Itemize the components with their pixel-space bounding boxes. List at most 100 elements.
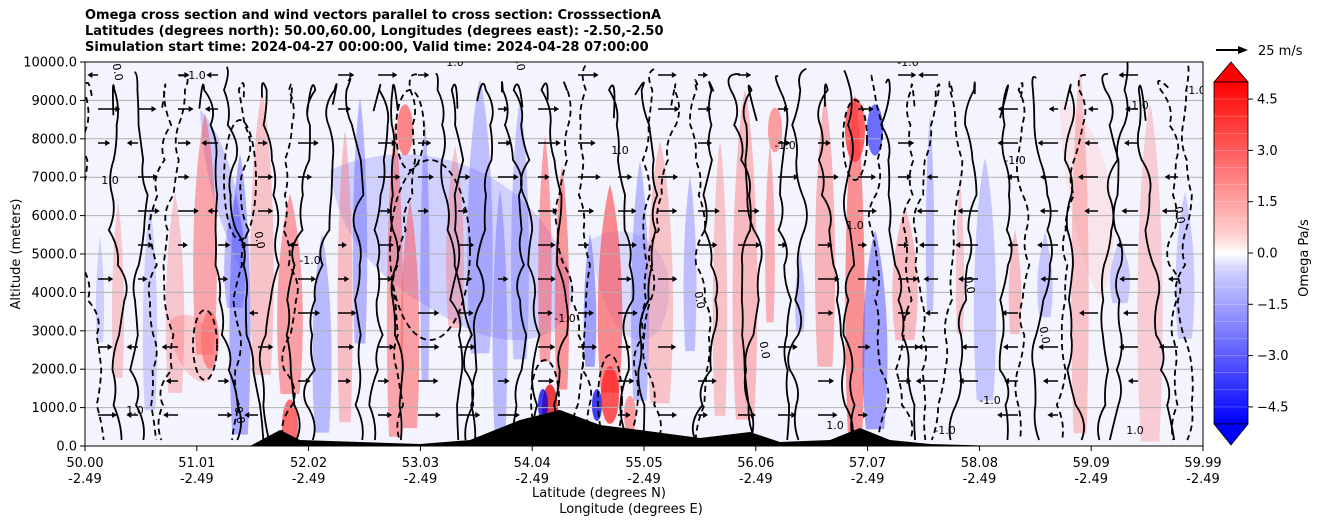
wind-vector-head <box>1119 276 1125 282</box>
wind-vector-arrow <box>258 208 274 214</box>
wind-vector-head <box>825 140 831 146</box>
wind-vector-arrow <box>1047 412 1058 418</box>
wind-vector-head <box>918 242 924 248</box>
wind-vector-arrow <box>248 310 258 316</box>
wind-vector-head <box>468 310 474 316</box>
wind-vector-arrow <box>898 72 917 78</box>
wind-vector-head <box>783 106 789 112</box>
wind-vector-arrow <box>858 174 877 180</box>
wind-vector-arrow <box>618 378 635 384</box>
wind-vector-arrow <box>778 344 798 350</box>
wind-vector-head <box>1039 208 1045 214</box>
wind-vector-head <box>703 412 709 418</box>
wind-vector-head <box>469 242 475 248</box>
wind-vector-head <box>914 344 920 350</box>
negative-omega-streak <box>1037 230 1053 318</box>
wind-vector-arrow <box>818 378 835 384</box>
wind-vector-arrow <box>698 242 718 248</box>
wind-vector-head <box>1161 208 1167 214</box>
contour-line-zero <box>1031 75 1053 441</box>
wind-vector-head <box>703 72 709 78</box>
negative-omega-streak <box>95 235 105 343</box>
wind-vector-head <box>115 106 121 112</box>
x-tick-label-latitude: 53.03 <box>402 456 439 471</box>
wind-vector-head <box>392 72 398 78</box>
x-tick-label-longitude: -2.49 <box>404 472 438 487</box>
wind-vector-arrow <box>1036 242 1058 248</box>
negative-omega-streak <box>1109 235 1131 304</box>
wind-vector-arrow <box>165 378 178 384</box>
contour-line-zero <box>540 82 569 441</box>
contour-label: 0.0 <box>692 290 708 309</box>
wind-vector-head <box>163 412 169 418</box>
wind-vector-head <box>184 72 190 78</box>
contour-line-negative <box>930 81 964 441</box>
wind-vector-head <box>307 174 313 180</box>
contour-line-zero <box>435 73 477 441</box>
wind-vector-arrow <box>418 140 432 146</box>
wind-vector-arrow <box>418 412 441 418</box>
strong-omega-cell <box>538 389 548 421</box>
negative-omega-streak <box>683 175 697 352</box>
wind-vector-head <box>342 242 348 248</box>
wind-vector-head <box>108 276 114 282</box>
wind-vector-head <box>1158 344 1164 350</box>
contour-line-zero <box>691 80 719 441</box>
y-tick-label: 8000.0 <box>32 132 78 147</box>
wind-vector-arrow <box>818 242 833 248</box>
wind-vector-head <box>151 106 157 112</box>
wind-vector-head <box>1047 412 1053 418</box>
wind-vector-arrow <box>218 242 231 248</box>
contour-line-zero <box>1063 83 1085 441</box>
colorbar-ticks: 4.5 3.0 1.5 0.0 −1.5 −3.0 −4.5 <box>1248 93 1289 415</box>
y-tick-label: 2000.0 <box>32 363 78 378</box>
wind-vector-arrow <box>1042 378 1058 384</box>
contour-line-negative <box>642 83 680 441</box>
contour-label: -1.0 <box>554 312 575 325</box>
wind-vector-arrow <box>258 344 274 350</box>
wind-vector-head <box>470 344 476 350</box>
wind-vector-arrow <box>578 174 601 180</box>
y-axis-label: Altitude (meters) <box>9 199 24 310</box>
wind-vector-head <box>503 106 509 112</box>
wind-vector-head <box>674 106 680 112</box>
contour-label: -1.0 <box>1184 84 1205 97</box>
x-tick-label-latitude: 54.04 <box>514 456 551 471</box>
wind-vector-head <box>207 208 213 214</box>
y-tick-label: 0.0 <box>56 440 77 455</box>
wind-vector-head <box>865 344 871 350</box>
x-tick-label-latitude: 59.09 <box>1073 456 1110 471</box>
positive-omega-streak <box>597 184 623 393</box>
contour-loop <box>192 309 218 381</box>
contour-line-negative <box>1055 73 1087 441</box>
contour-line-negative <box>1170 65 1193 441</box>
wind-vector-head <box>590 140 596 146</box>
chart-title-line-3: Simulation start time: 2024-04-27 00:00:… <box>85 40 649 55</box>
wind-vector-arrow <box>138 276 148 282</box>
wind-vector-arrow <box>178 174 190 180</box>
wind-vector-arrow <box>1077 174 1098 180</box>
wind-vector-arrow <box>458 310 474 316</box>
wind-vector-head <box>1124 140 1130 146</box>
wind-vector-arrow <box>378 208 393 214</box>
positive-omega-streak <box>765 143 775 323</box>
wind-vector-arrow <box>538 208 558 214</box>
wind-vector-head <box>997 140 1003 146</box>
wind-vector-arrow <box>925 310 938 316</box>
negative-omega-streak <box>583 233 597 367</box>
wind-vector-head <box>349 344 355 350</box>
wind-vector-arrow <box>1164 174 1178 180</box>
wind-vector-head <box>188 106 194 112</box>
wind-vector-head <box>915 378 921 384</box>
wind-vector-arrow <box>98 344 113 350</box>
strong-omega-cell <box>601 366 619 424</box>
wind-vector-arrow <box>1121 208 1138 214</box>
contour-label: 0.0 <box>110 62 126 81</box>
wind-vector-arrow <box>858 276 878 282</box>
positive-omega-streak <box>277 193 303 394</box>
wind-vector-head <box>391 140 397 146</box>
wind-vector-arrow <box>178 242 188 248</box>
wind-vector-arrow <box>498 276 509 282</box>
wind-vector-head <box>632 310 638 316</box>
wind-vector-head <box>206 72 212 78</box>
